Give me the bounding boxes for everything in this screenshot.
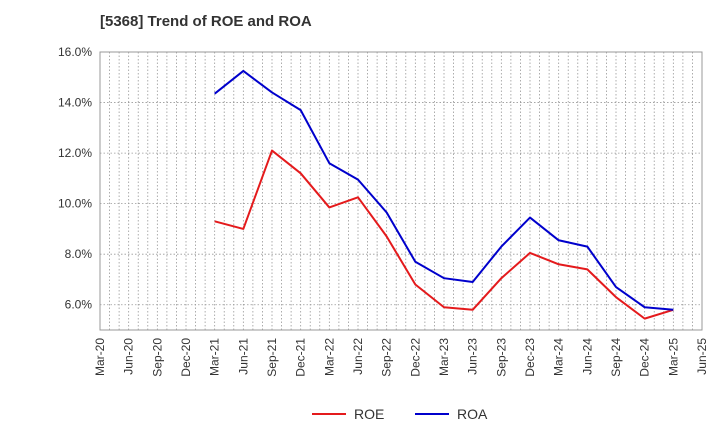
x-tick-label: Jun-24 bbox=[580, 338, 594, 375]
x-axis-ticks: Mar-20 Jun-20 Sep-20 Dec-20 Mar-21 Jun-21 Sep-… bbox=[93, 338, 709, 377]
x-tick-label: Mar-23 bbox=[437, 338, 451, 376]
y-tick-label: 8.0% bbox=[65, 247, 93, 261]
series-line-roe bbox=[214, 149, 674, 320]
x-tick-label: Sep-22 bbox=[380, 338, 394, 377]
x-tick-label: Dec-24 bbox=[638, 338, 652, 377]
plot-area bbox=[99, 51, 703, 331]
x-tick-label: Mar-20 bbox=[93, 338, 107, 376]
y-tick-label: 6.0% bbox=[65, 298, 93, 312]
x-tick-label: Mar-25 bbox=[666, 338, 680, 376]
series-lines bbox=[214, 69, 674, 320]
x-tick-label: Sep-23 bbox=[494, 338, 508, 377]
series-line-roa bbox=[214, 69, 674, 311]
legend-label-roa: ROA bbox=[457, 406, 488, 422]
x-tick-label: Dec-23 bbox=[523, 338, 537, 377]
x-tick-label: Dec-21 bbox=[294, 338, 308, 377]
grid-lines bbox=[100, 51, 702, 330]
x-tick-label: Jun-23 bbox=[466, 338, 480, 375]
x-tick-label: Jun-20 bbox=[122, 338, 136, 375]
x-tick-label: Dec-22 bbox=[408, 338, 422, 377]
x-tick-label: Mar-24 bbox=[552, 338, 566, 376]
x-tick-label: Jun-22 bbox=[351, 338, 365, 375]
x-tick-label: Jun-25 bbox=[695, 338, 709, 375]
y-tick-label: 16.0% bbox=[58, 45, 92, 59]
y-tick-label: 14.0% bbox=[58, 96, 92, 110]
legend: ROE ROA bbox=[312, 406, 488, 422]
x-tick-label: Dec-20 bbox=[179, 338, 193, 377]
legend-label-roe: ROE bbox=[354, 406, 384, 422]
x-tick-label: Jun-21 bbox=[236, 338, 250, 375]
y-tick-label: 10.0% bbox=[58, 197, 92, 211]
x-tick-label: Sep-24 bbox=[609, 338, 623, 377]
chart-title: [5368] Trend of ROE and ROA bbox=[100, 13, 312, 30]
x-tick-label: Sep-20 bbox=[150, 338, 164, 377]
x-tick-label: Sep-21 bbox=[265, 338, 279, 377]
x-tick-label: Mar-22 bbox=[322, 338, 336, 376]
y-tick-label: 12.0% bbox=[58, 146, 92, 160]
y-axis-ticks: 6.0% 8.0% 10.0% 12.0% 14.0% 16.0% bbox=[58, 45, 92, 312]
x-tick-label: Mar-21 bbox=[208, 338, 222, 376]
